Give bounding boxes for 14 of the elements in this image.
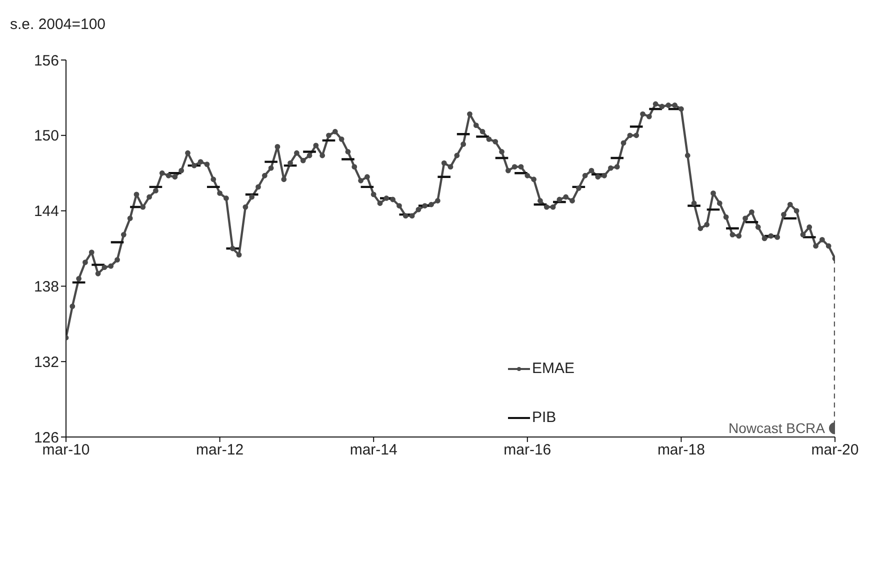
- y-axis-title: s.e. 2004=100: [10, 16, 106, 33]
- x-tick-label: mar-16: [504, 442, 552, 459]
- annotation: Nowcast BCRA: [728, 420, 826, 436]
- x-tick-label: mar-14: [350, 442, 398, 459]
- y-tick-label: 144: [34, 203, 59, 220]
- y-tick-label: 132: [34, 354, 59, 371]
- legend-label: PIB: [532, 409, 556, 426]
- y-tick-label: 156: [34, 52, 59, 70]
- x-tick-label: mar-18: [657, 442, 705, 459]
- x-tick-label: mar-20: [811, 442, 859, 459]
- x-tick-label: mar-12: [196, 442, 244, 459]
- legend-label: EMAE: [532, 360, 575, 377]
- y-tick-label: 138: [34, 278, 59, 296]
- y-tick-label: 150: [34, 128, 59, 145]
